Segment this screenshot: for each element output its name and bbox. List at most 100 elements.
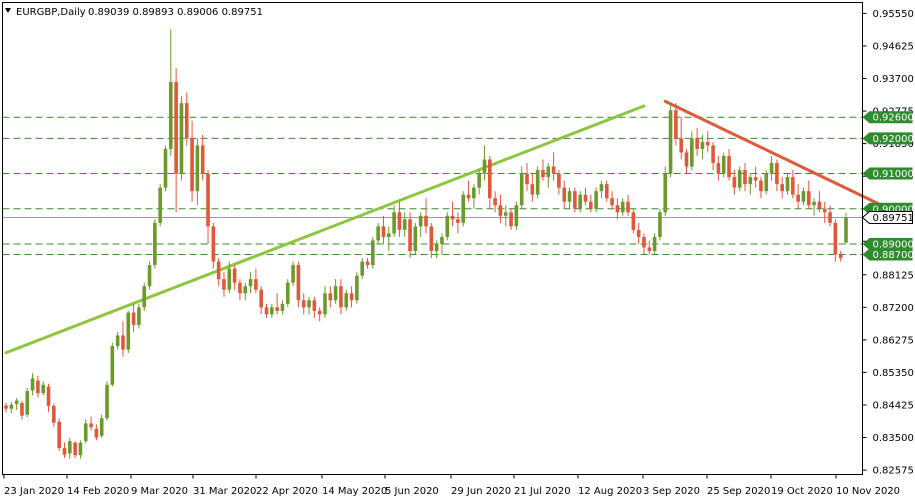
candle-body [73, 442, 77, 456]
candle [838, 250, 843, 262]
candle-body [25, 391, 30, 415]
candle [413, 222, 418, 255]
candle [36, 375, 40, 398]
candle [386, 226, 391, 251]
level-label-1: 0.92000 [862, 132, 914, 145]
candle [429, 222, 434, 259]
candle-body [163, 148, 168, 188]
candle-body [243, 286, 248, 294]
candle-body [573, 191, 577, 209]
candle [551, 152, 556, 181]
candle-body [636, 229, 641, 237]
candle [440, 233, 444, 255]
candle-body [716, 163, 721, 174]
candle [498, 194, 503, 223]
candle-body [769, 163, 774, 174]
candle [402, 212, 407, 237]
y-tick-label: 0.91850 [873, 139, 914, 150]
candle [732, 170, 737, 195]
candle [41, 381, 46, 396]
candle [791, 170, 795, 199]
candle [227, 261, 232, 294]
candle [25, 387, 30, 418]
candle-body [748, 177, 753, 185]
candle [73, 441, 77, 459]
candle [99, 414, 104, 438]
candle [14, 398, 19, 411]
candle-body [4, 405, 8, 409]
candle-body [477, 173, 481, 188]
candle [626, 194, 630, 216]
candle-body [562, 187, 567, 202]
candle-body [806, 191, 811, 206]
candle-body [434, 243, 439, 251]
candle-body [184, 103, 189, 139]
candle [153, 219, 157, 269]
candle [418, 212, 423, 237]
candle-body [105, 384, 109, 419]
candle-body [386, 233, 391, 237]
candle [349, 286, 354, 308]
candle [509, 208, 513, 230]
candle-body [328, 293, 333, 301]
candle-body [668, 110, 673, 174]
candle-body [503, 212, 508, 216]
candle [360, 258, 365, 280]
candle-body [62, 448, 67, 455]
x-tick-label: 25 Sep 2020 [707, 486, 770, 497]
candle-body [589, 201, 593, 209]
candle-body [599, 184, 604, 192]
candle [158, 184, 162, 227]
candle [137, 303, 141, 329]
collapse-triangle-icon[interactable] [5, 8, 11, 13]
candle-body [280, 303, 285, 311]
candle [514, 201, 519, 230]
candle-body [41, 384, 46, 394]
candle-body [631, 212, 636, 230]
candle [578, 191, 582, 213]
candle [737, 166, 742, 192]
candle-body [567, 191, 572, 202]
candle [599, 180, 604, 199]
candle-body [535, 170, 540, 195]
candle [748, 173, 753, 195]
candle-body [801, 191, 806, 202]
candle [392, 205, 396, 237]
candle-body [158, 187, 162, 223]
candle-body [700, 141, 705, 149]
y-tick-label: 0.85350 [873, 368, 914, 379]
candle [291, 261, 295, 287]
candle [52, 403, 56, 427]
x-tick-label: 23 Jan 2020 [4, 486, 64, 497]
candle-body [222, 279, 226, 290]
candle-body [216, 261, 221, 280]
candle [339, 279, 343, 315]
candle-body [487, 159, 492, 199]
candle [759, 177, 763, 199]
candle [179, 96, 184, 181]
candle-body [30, 378, 35, 391]
candle-body [721, 155, 726, 174]
candle [280, 300, 285, 315]
candle [408, 212, 412, 259]
candle [482, 145, 487, 181]
level-label-2: 0.91000 [862, 167, 914, 180]
candle-body [248, 279, 253, 287]
level-label-4-bg [862, 237, 913, 250]
candle-body [339, 286, 343, 308]
candle [594, 187, 598, 213]
candle [275, 293, 279, 315]
candle-body [344, 293, 349, 308]
candle-body [753, 177, 758, 181]
candle-body [232, 268, 237, 283]
candle [105, 381, 109, 421]
candle-body [461, 194, 466, 223]
candle [487, 155, 492, 209]
x-axis: 23 Jan 2020 14 Feb 2020 9 Mar 2020 31 Mar 2… [3, 474, 900, 497]
candle [674, 103, 678, 146]
candle [9, 401, 14, 414]
candle [695, 127, 699, 156]
candle-body [397, 212, 402, 230]
level-label-3-text: 0.90000 [873, 204, 914, 215]
